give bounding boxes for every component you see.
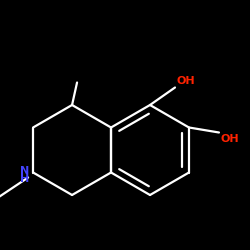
Text: H: H	[20, 174, 29, 184]
Text: N: N	[20, 166, 29, 176]
Text: OH: OH	[176, 76, 195, 86]
Text: OH: OH	[220, 134, 239, 144]
